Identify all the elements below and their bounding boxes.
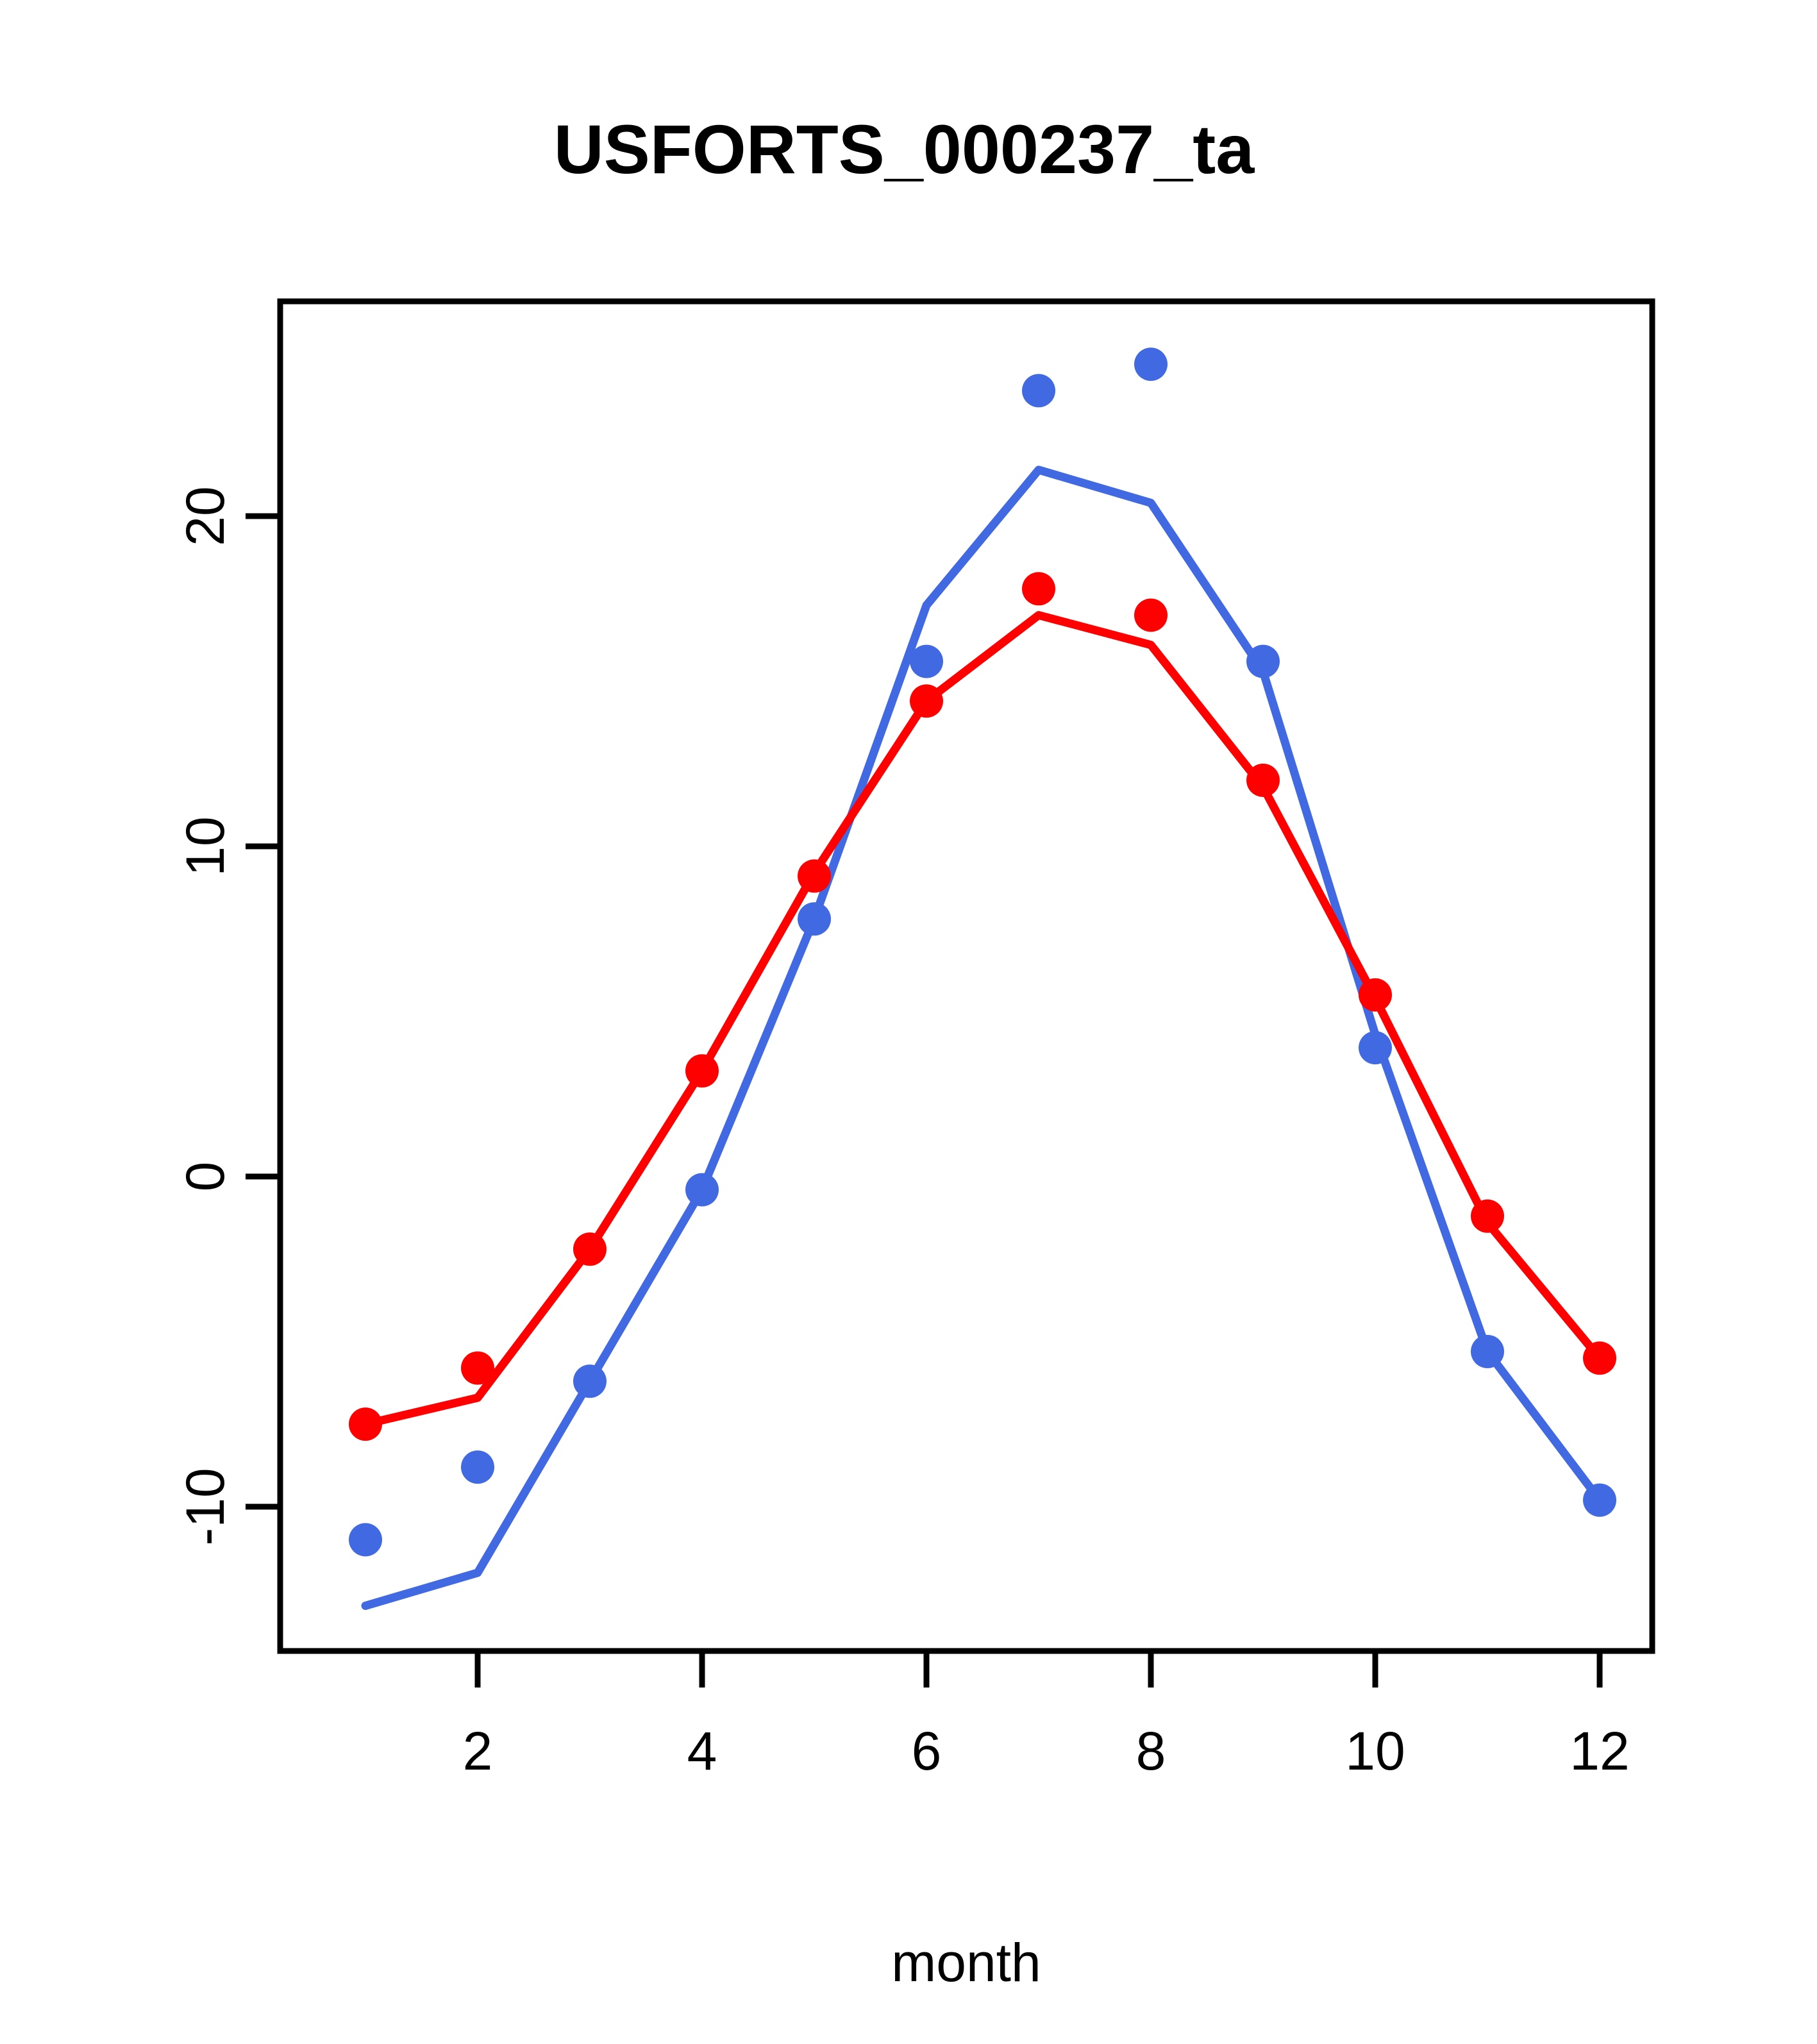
data-point-red-series bbox=[1359, 978, 1392, 1012]
data-point-red-series bbox=[685, 1054, 719, 1088]
x-tick-label: 12 bbox=[1570, 1721, 1629, 1781]
x-axis: 2 4 6 8 10 12 bbox=[463, 1651, 1630, 1781]
data-point-red-series bbox=[1022, 572, 1055, 606]
data-point-blue-series bbox=[573, 1364, 607, 1398]
data-point-red-series bbox=[798, 859, 831, 893]
data-point-blue-series bbox=[1246, 644, 1280, 678]
x-tick-label: 8 bbox=[1136, 1721, 1166, 1781]
data-point-red-series bbox=[910, 684, 943, 718]
series-layer bbox=[349, 348, 1616, 1610]
data-point-blue-series bbox=[349, 1523, 382, 1557]
data-point-red-series bbox=[349, 1407, 382, 1441]
data-point-blue-series bbox=[461, 1450, 494, 1484]
data-point-red-series bbox=[1246, 764, 1280, 797]
data-point-red-series bbox=[1134, 598, 1168, 632]
plot-frame bbox=[277, 298, 1655, 1654]
data-point-red-series bbox=[1583, 1341, 1616, 1375]
series-line-blue-series bbox=[361, 465, 1604, 1610]
data-point-blue-series bbox=[1022, 374, 1055, 408]
data-point-blue-series bbox=[910, 644, 943, 678]
data-point-blue-series bbox=[1583, 1483, 1616, 1517]
data-point-blue-series bbox=[798, 902, 831, 936]
x-tick-label: 10 bbox=[1345, 1721, 1405, 1781]
y-tick-label: 0 bbox=[175, 1162, 235, 1192]
data-point-red-series bbox=[1471, 1199, 1504, 1233]
x-tick-label: 2 bbox=[463, 1721, 493, 1781]
x-tick-label: 6 bbox=[912, 1721, 942, 1781]
data-point-blue-series bbox=[685, 1173, 719, 1207]
data-point-red-series bbox=[461, 1351, 494, 1385]
series-line-red-series bbox=[361, 611, 1604, 1428]
data-point-red-series bbox=[573, 1232, 607, 1266]
y-tick-label: 10 bbox=[175, 816, 235, 876]
data-point-blue-series bbox=[1471, 1334, 1504, 1368]
y-tick-label: 20 bbox=[175, 486, 235, 546]
data-point-blue-series bbox=[1359, 1031, 1392, 1065]
y-tick-label: -10 bbox=[175, 1468, 235, 1545]
x-axis-title: month bbox=[891, 1932, 1041, 1993]
x-tick-label: 4 bbox=[687, 1721, 717, 1781]
y-axis: -10 0 10 20 bbox=[175, 486, 280, 1546]
data-point-blue-series bbox=[1134, 348, 1168, 381]
chart-title: USFORTS_000237_ta bbox=[554, 110, 1255, 188]
